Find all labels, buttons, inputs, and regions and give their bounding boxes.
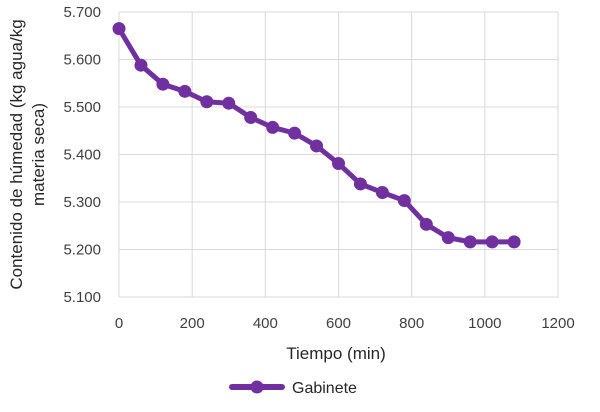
plot-area-frame bbox=[118, 11, 559, 298]
x-tick-label: 800 bbox=[399, 315, 424, 332]
data-point bbox=[507, 235, 521, 249]
data-point bbox=[222, 96, 236, 110]
y-tick-label: 5.500 bbox=[63, 99, 101, 116]
data-point bbox=[441, 231, 455, 245]
x-tick-label: 1000 bbox=[468, 315, 501, 332]
data-point bbox=[134, 58, 148, 72]
data-point bbox=[375, 186, 389, 199]
legend-label-gabinete: Gabinete bbox=[292, 380, 357, 397]
y-tick-label: 5.100 bbox=[63, 289, 101, 306]
data-point bbox=[397, 194, 411, 208]
y-tick-label: 5.700 bbox=[63, 4, 101, 21]
data-point bbox=[419, 217, 433, 231]
x-axis-tick-labels: 0 200 400 600 800 1000 1200 bbox=[115, 315, 575, 332]
data-point bbox=[332, 157, 345, 171]
y-axis-title-line-1: Contenido de húmedad (kg agua/kg bbox=[7, 19, 26, 289]
x-tick-label: 200 bbox=[180, 315, 205, 332]
series-line-0 bbox=[116, 26, 517, 245]
data-point bbox=[156, 77, 170, 91]
x-axis-title: Tiempo (min) bbox=[286, 344, 386, 363]
x-tick-label: 0 bbox=[115, 315, 123, 332]
data-point bbox=[200, 95, 214, 109]
x-tick-label: 1200 bbox=[541, 315, 574, 332]
x-tick-label: 600 bbox=[326, 315, 351, 332]
y-tick-label: 5.200 bbox=[63, 242, 101, 259]
legend-point-marker bbox=[250, 380, 264, 394]
x-tick-label: 400 bbox=[253, 315, 278, 332]
data-point bbox=[244, 110, 258, 124]
y-axis-title-line-2: materia seca) bbox=[29, 103, 48, 206]
y-tick-label: 5.400 bbox=[63, 147, 101, 164]
data-point bbox=[353, 177, 367, 191]
data-point bbox=[288, 126, 302, 140]
y-tick-label: 5.300 bbox=[63, 194, 101, 211]
data-point bbox=[178, 84, 192, 98]
y-tick-label: 5.600 bbox=[63, 52, 101, 69]
series-layer bbox=[112, 22, 521, 249]
data-point bbox=[485, 235, 499, 249]
data-point bbox=[463, 235, 477, 249]
data-point bbox=[266, 120, 280, 134]
data-point bbox=[310, 139, 324, 153]
y-axis-tick-labels: 5.100 5.200 5.300 5.400 5.500 5.600 5.700 bbox=[63, 4, 101, 306]
data-point bbox=[112, 22, 126, 36]
legend: Gabinete bbox=[229, 380, 357, 397]
